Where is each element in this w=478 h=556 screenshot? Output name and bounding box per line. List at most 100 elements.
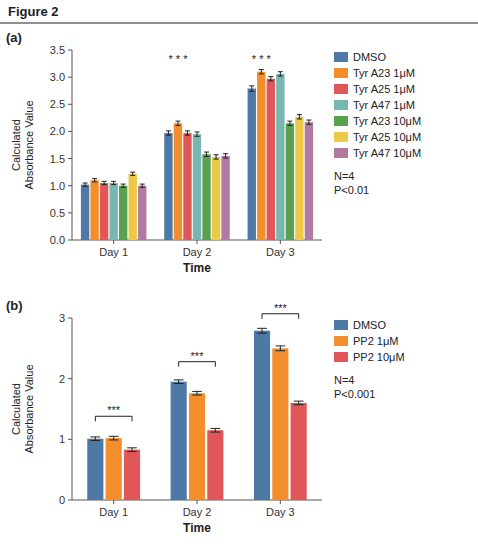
error-bar [127, 448, 137, 452]
y-tick-label: 1 [59, 433, 65, 445]
legend-swatch [334, 132, 348, 142]
panel: (a)0.00.51.01.52.02.53.03.5Day 1Day 2Day… [6, 30, 421, 275]
panel: (b)0123Day 1Day 2Day 3TimeCalculatedAbso… [6, 298, 405, 535]
error-bar [192, 391, 202, 395]
x-tick-label: Day 3 [266, 506, 295, 518]
bar [90, 180, 98, 240]
error-bar [249, 86, 254, 91]
y-axis-label: CalculatedAbsorbance Value [10, 364, 35, 453]
bar [100, 183, 108, 240]
x-tick-label: Day 1 [99, 246, 128, 258]
error-bar [214, 155, 219, 159]
legend-label: DMSO [353, 319, 386, 331]
y-tick-label: 0 [59, 494, 65, 506]
bar [81, 185, 89, 240]
y-tick-label: 1.5 [50, 153, 65, 165]
plot-area [87, 328, 306, 500]
error-bar [109, 436, 119, 440]
legend-label: DMSO [353, 51, 386, 63]
y-tick [68, 185, 72, 186]
bar [221, 156, 229, 240]
figure-title: Figure 2 [8, 4, 59, 19]
bar [257, 72, 265, 240]
y-tick-label: 3.5 [50, 44, 65, 56]
legend: DMSOTyr A23 1μMTyr A25 1μMTyr A47 1μMTyr… [334, 51, 421, 159]
x-tick [280, 240, 281, 244]
x-tick [197, 240, 198, 244]
error-bar [92, 179, 97, 182]
y-tick-label: 0.0 [50, 234, 65, 246]
error-bar [83, 183, 88, 186]
y-tick-label: 2 [59, 373, 65, 385]
y-tick-label: 3 [59, 312, 65, 324]
legend-label: Tyr A47 1μM [353, 99, 415, 111]
error-bar [278, 72, 283, 76]
legend-swatch [334, 52, 348, 62]
legend-swatch [334, 148, 348, 158]
error-bar [204, 152, 209, 156]
error-bar [174, 380, 184, 384]
bar [295, 117, 303, 240]
stats-note: N=4 P<0.001 [334, 374, 375, 400]
bar-series [81, 89, 256, 240]
error-bar [130, 172, 135, 175]
error-bar [140, 184, 145, 187]
y-tick-label: 1.0 [50, 180, 65, 192]
significance-marker: * * * [252, 53, 272, 65]
bar [291, 403, 307, 500]
text-line: P<0.001 [334, 388, 375, 400]
bar [207, 430, 223, 500]
error-bar [175, 121, 180, 125]
bar [267, 79, 275, 240]
y-tick [68, 131, 72, 132]
bar [305, 122, 313, 240]
legend-label: Tyr A23 10μM [353, 115, 421, 127]
x-tick [113, 500, 114, 504]
legend-label: PP2 1μM [353, 335, 398, 347]
text-line: N=4 [334, 374, 355, 386]
error-bar [90, 437, 100, 441]
legend: DMSOPP2 1μMPP2 10μM [334, 319, 405, 363]
error-bar [306, 120, 311, 124]
error-bar [102, 181, 107, 184]
bar [174, 123, 182, 240]
y-tick [68, 158, 72, 159]
bar-series [124, 403, 307, 500]
legend-label: Tyr A25 1μM [353, 83, 415, 95]
legend-swatch [334, 84, 348, 94]
bar [276, 74, 284, 240]
bar-series [138, 122, 313, 240]
bar [129, 174, 137, 240]
error-bar [210, 428, 220, 432]
y-tick [68, 212, 72, 213]
y-tick [68, 378, 72, 379]
error-bar [121, 184, 126, 187]
bar [189, 393, 205, 500]
y-tick [68, 240, 72, 241]
bar-series [109, 74, 284, 240]
significance-bracket [95, 416, 132, 421]
y-tick [68, 500, 72, 501]
bar [106, 438, 122, 500]
bar [109, 183, 117, 240]
text-line: Absorbance Value [23, 364, 35, 453]
y-tick [68, 318, 72, 319]
error-bar [185, 131, 190, 135]
error-bar [275, 346, 285, 351]
bar [183, 133, 191, 240]
significance-marker: *** [107, 404, 121, 416]
bar [124, 450, 140, 500]
bar-series [119, 123, 294, 240]
bar-series [90, 72, 265, 240]
bar [171, 382, 187, 500]
x-tick-label: Day 2 [183, 506, 212, 518]
text-line: N=4 [334, 170, 355, 182]
error-bar [194, 132, 199, 136]
legend-swatch [334, 320, 348, 330]
significance-bracket [262, 314, 299, 319]
bar-series [100, 79, 275, 240]
y-axis-label: CalculatedAbsorbance Value [10, 100, 35, 189]
error-bar [166, 131, 171, 135]
significance-marker: * * * [168, 53, 188, 65]
legend-swatch [334, 68, 348, 78]
